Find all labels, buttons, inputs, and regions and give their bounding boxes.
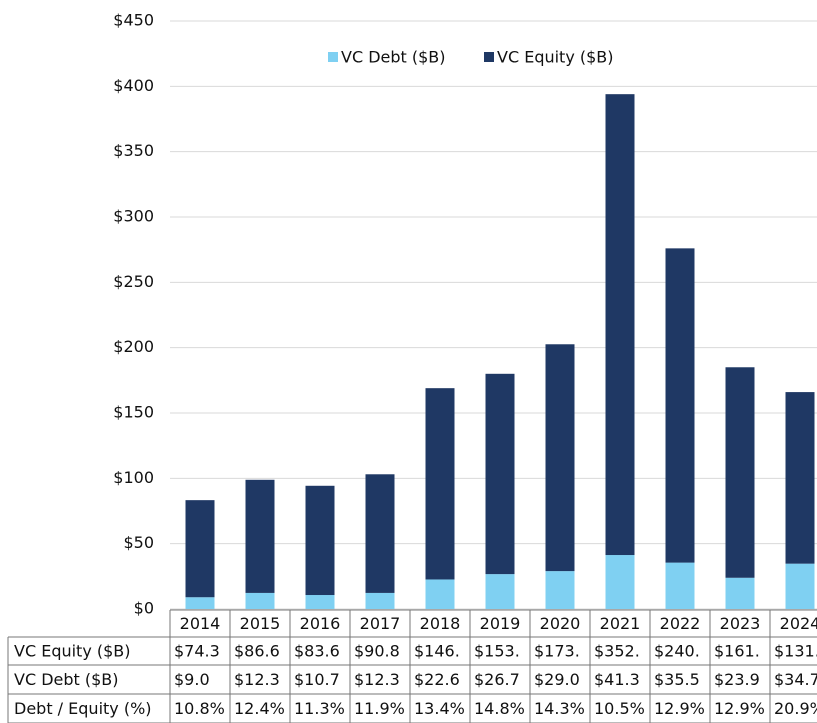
bar-segment	[545, 344, 575, 572]
bar-segment	[245, 479, 275, 593]
table-row-label: VC Debt ($B)	[14, 670, 119, 689]
table-cell: $352.	[594, 642, 640, 661]
table-row-label: VC Equity ($B)	[14, 642, 131, 661]
x-tick-label: 2018	[420, 614, 461, 633]
bar-segment	[485, 574, 515, 609]
y-tick-label: $200	[113, 337, 154, 356]
bar-segment	[665, 562, 695, 609]
bar-segment	[605, 555, 635, 609]
table-cell: 10.8%	[174, 699, 225, 718]
y-tick-label: $350	[113, 141, 154, 160]
bar-segment	[185, 500, 215, 598]
x-tick-label: 2017	[360, 614, 401, 633]
table-cell: $23.9	[714, 670, 760, 689]
table-cell: $173.	[534, 642, 580, 661]
table-cell: 12.9%	[654, 699, 705, 718]
table-cell: 14.8%	[474, 699, 525, 718]
bar-segment	[485, 373, 515, 575]
bar-segment	[785, 563, 815, 609]
y-tick-label: $150	[113, 403, 154, 422]
bar-segment	[185, 597, 215, 609]
table-cell: $153.	[474, 642, 520, 661]
table-cell: $131.	[774, 642, 817, 661]
table-cell: $240.	[654, 642, 700, 661]
table-cell: $161.	[714, 642, 760, 661]
bar-segment	[425, 579, 455, 609]
table-cell: 12.4%	[234, 699, 285, 718]
x-tick-label: 2022	[660, 614, 701, 633]
y-tick-label: $100	[113, 468, 154, 487]
legend-label: VC Debt ($B)	[341, 48, 446, 67]
y-tick-label: $300	[113, 207, 154, 226]
bar-segment	[365, 474, 395, 593]
table-cell: 11.3%	[294, 699, 345, 718]
table-cell: $90.8	[354, 642, 400, 661]
bar-segment	[245, 592, 275, 609]
table-cell: $10.7	[294, 670, 340, 689]
bar-segment	[785, 392, 815, 564]
table-cell: $12.3	[354, 670, 400, 689]
x-tick-label: 2024	[780, 614, 817, 633]
x-tick-label: 2019	[480, 614, 521, 633]
bar-segment	[665, 248, 695, 563]
bar-segment	[725, 577, 755, 609]
table-cell: 20.9%	[774, 699, 817, 718]
table-cell: $22.6	[414, 670, 460, 689]
table-cell: 12.9%	[714, 699, 765, 718]
bar-segment	[365, 592, 395, 609]
table-cell: $12.3	[234, 670, 280, 689]
bar-segment	[725, 367, 755, 578]
x-tick-label: 2023	[720, 614, 761, 633]
table-cell: $9.0	[174, 670, 210, 689]
table-cell: 10.5%	[594, 699, 645, 718]
table-cell: 14.3%	[534, 699, 585, 718]
bar-segment	[425, 388, 455, 580]
table-cell: 11.9%	[354, 699, 405, 718]
legend-label: VC Equity ($B)	[497, 48, 614, 67]
legend-swatch	[328, 52, 338, 62]
table-cell: $29.0	[534, 670, 580, 689]
table-cell: $34.7	[774, 670, 817, 689]
y-tick-label: $400	[113, 76, 154, 95]
table-cell: $35.5	[654, 670, 700, 689]
x-tick-label: 2020	[540, 614, 581, 633]
y-tick-label: $450	[113, 11, 154, 30]
table-cell: $41.3	[594, 670, 640, 689]
table-cell: $26.7	[474, 670, 520, 689]
y-tick-label: $250	[113, 272, 154, 291]
table-cell: $83.6	[294, 642, 340, 661]
table-row-label: Debt / Equity (%)	[14, 699, 152, 718]
x-tick-label: 2015	[240, 614, 281, 633]
bar-segment	[305, 595, 335, 609]
table-cell: $146.	[414, 642, 460, 661]
y-tick-label: $50	[123, 533, 154, 552]
legend-swatch	[484, 52, 494, 62]
x-tick-label: 2021	[600, 614, 641, 633]
table-cell: $74.3	[174, 642, 220, 661]
bar-segment	[305, 485, 335, 596]
bar-segment	[545, 571, 575, 609]
y-tick-label: $0	[134, 599, 154, 618]
table-cell: $86.6	[234, 642, 280, 661]
x-tick-label: 2016	[300, 614, 341, 633]
bar-segment	[605, 94, 635, 556]
x-tick-label: 2014	[180, 614, 221, 633]
table-cell: 13.4%	[414, 699, 465, 718]
